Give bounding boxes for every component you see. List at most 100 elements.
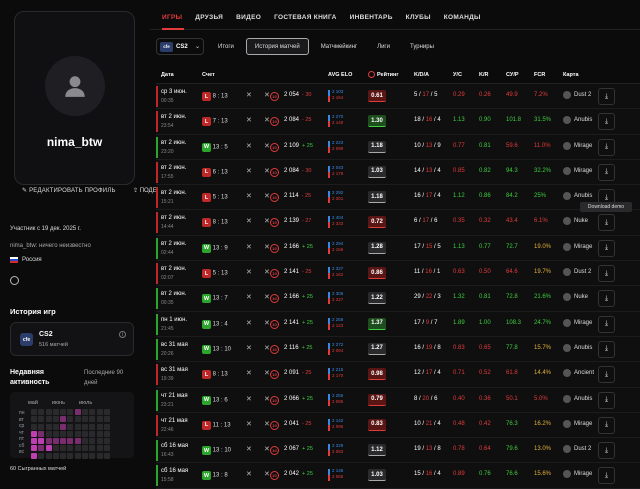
heatmap-cell[interactable] xyxy=(89,445,96,452)
heatmap-cell[interactable] xyxy=(38,438,45,445)
table-row[interactable]: вт 2 июн. 02:44 W 13 : 9 ✕ ✕ 10 2 166 + 2… xyxy=(156,235,640,262)
heatmap-cell[interactable] xyxy=(38,416,45,423)
download-demo-button[interactable]: ⤓ xyxy=(598,138,615,156)
table-row[interactable]: чт 21 мая 23:21 W 13 : 6 ✕ ✕ 10 2 066 + 2… xyxy=(156,387,640,413)
table-row[interactable]: вт 2 июн. 23:54 L 7 : 13 ✕ ✕ 10 2 084- 2… xyxy=(156,109,640,135)
heatmap-cell[interactable] xyxy=(74,445,81,452)
tab-games[interactable]: ИГРЫ xyxy=(162,14,183,21)
steam-icon[interactable] xyxy=(10,276,19,285)
heatmap-cell[interactable] xyxy=(31,416,37,423)
heatmap-cell[interactable] xyxy=(38,452,45,459)
heatmap-cell[interactable] xyxy=(60,423,67,430)
heatmap-cell[interactable] xyxy=(103,445,110,452)
download-demo-button[interactable]: ⤓ xyxy=(598,442,615,460)
subtab-summary[interactable]: Итоги xyxy=(218,43,234,50)
heatmap-cell[interactable] xyxy=(60,445,67,452)
table-row[interactable]: вт 2 июн. 02:07 L 5 : 13 ✕ ✕ 10 2 141- 2… xyxy=(156,261,640,287)
subtab-tournaments[interactable]: Турниры xyxy=(409,43,434,50)
download-demo-button[interactable]: ⤓ xyxy=(598,214,615,232)
download-demo-button[interactable]: ⤓ xyxy=(598,467,615,485)
tab-video[interactable]: ВИДЕО xyxy=(236,14,262,21)
heatmap-cell[interactable] xyxy=(38,409,45,415)
table-row[interactable]: вс 31 мая 20:26 W 13 : 10 ✕ ✕ 10 2 116 + … xyxy=(156,336,640,363)
download-demo-button[interactable]: ⤓ xyxy=(598,113,615,131)
table-row[interactable]: вт 2 июн. 15:21 L 5 : 13 ✕ ✕ 10 2 114- 2… xyxy=(156,185,640,211)
heatmap-cell[interactable] xyxy=(52,438,59,445)
tab-guestbook[interactable]: ГОСТЕВАЯ КНИГА xyxy=(274,14,337,21)
heatmap-cell[interactable] xyxy=(74,438,81,445)
download-demo-button[interactable]: ⤓ xyxy=(598,416,615,434)
heatmap-cell[interactable] xyxy=(52,452,59,459)
heatmap-cell[interactable] xyxy=(82,416,89,423)
avatar[interactable] xyxy=(45,56,105,116)
heatmap-cell[interactable] xyxy=(96,423,103,430)
heatmap-cell[interactable] xyxy=(67,416,74,423)
heatmap-cell[interactable] xyxy=(60,409,67,415)
heatmap-cell[interactable] xyxy=(45,438,52,445)
download-demo-button[interactable]: ⤓ xyxy=(598,88,615,105)
heatmap-cell[interactable] xyxy=(31,423,37,430)
heatmap-cell[interactable] xyxy=(103,409,110,415)
heatmap-cell[interactable] xyxy=(45,452,52,459)
heatmap-cell[interactable] xyxy=(45,445,52,452)
heatmap-cell[interactable] xyxy=(82,409,89,415)
table-row[interactable]: вт 2 июн. 14:44 L 8 : 13 ✕ ✕ 10 2 139- 2… xyxy=(156,210,640,236)
heatmap-cell[interactable] xyxy=(67,430,74,437)
heatmap-cell[interactable] xyxy=(89,430,96,437)
heatmap-cell[interactable] xyxy=(31,438,37,445)
download-demo-button[interactable]: ⤓ xyxy=(598,340,615,358)
download-demo-button[interactable]: ⤓ xyxy=(598,366,615,384)
heatmap-cell[interactable] xyxy=(103,452,110,459)
heatmap-cell[interactable] xyxy=(82,452,89,459)
info-icon[interactable]: i xyxy=(119,331,126,338)
heatmap-cell[interactable] xyxy=(45,416,52,423)
heatmap-cell[interactable] xyxy=(96,409,103,415)
heatmap-cell[interactable] xyxy=(89,438,96,445)
heatmap-cell[interactable] xyxy=(52,416,59,423)
tab-clubs[interactable]: КЛУБЫ xyxy=(405,14,431,21)
heatmap-cell[interactable] xyxy=(60,438,67,445)
heatmap-cell[interactable] xyxy=(82,438,89,445)
heatmap-cell[interactable] xyxy=(31,452,37,459)
heatmap-cell[interactable] xyxy=(82,423,89,430)
subtab-matchmaking[interactable]: Матчмейкинг xyxy=(320,43,358,50)
heatmap-cell[interactable] xyxy=(89,409,96,415)
heatmap-cell[interactable] xyxy=(67,452,74,459)
heatmap-cell[interactable] xyxy=(45,423,52,430)
game-card-cs2[interactable]: cfe CS2 516 матчей i xyxy=(10,322,134,356)
table-row[interactable]: ср 3 июн. 00:35 L 8 : 13 ✕ ✕ 10 2 054- 3… xyxy=(156,84,640,110)
edit-profile-button[interactable]: ✎ РЕДАКТИРОВАТЬ ПРОФИЛЬ xyxy=(22,187,116,194)
heatmap-cell[interactable] xyxy=(103,416,110,423)
heatmap-cell[interactable] xyxy=(60,430,67,437)
table-row[interactable]: вт 2 июн. 00:35 W 13 : 7 ✕ ✕ 10 2 166 + 2… xyxy=(156,286,640,312)
heatmap-cell[interactable] xyxy=(103,438,110,445)
download-demo-button[interactable]: ⤓ xyxy=(598,315,615,333)
heatmap-cell[interactable] xyxy=(89,452,96,459)
heatmap-cell[interactable] xyxy=(31,409,37,415)
heatmap-cell[interactable] xyxy=(67,423,74,430)
heatmap-cell[interactable] xyxy=(74,430,81,437)
heatmap-cell[interactable] xyxy=(96,430,103,437)
heatmap-cell[interactable] xyxy=(96,445,103,452)
heatmap-cell[interactable] xyxy=(60,416,67,423)
table-row[interactable]: сб 16 мая 16:43 W 13 : 10 ✕ ✕ 10 2 067 + … xyxy=(156,438,640,464)
heatmap-cell[interactable] xyxy=(38,445,45,452)
heatmap-cell[interactable] xyxy=(45,430,52,437)
heatmap-cell[interactable] xyxy=(74,409,81,415)
subtab-leagues[interactable]: Лиги xyxy=(377,43,390,50)
heatmap-cell[interactable] xyxy=(52,409,59,415)
table-row[interactable]: сб 16 мая 15:58 W 13 : 8 ✕ ✕ 10 2 042 + 2… xyxy=(156,463,640,489)
download-demo-button[interactable]: ⤓ xyxy=(598,163,615,181)
heatmap-cell[interactable] xyxy=(38,430,45,437)
heatmap-cell[interactable] xyxy=(60,452,67,459)
subtab-match-history[interactable]: История матчей xyxy=(245,38,309,55)
download-demo-button[interactable]: ⤓ xyxy=(598,391,615,409)
heatmap-cell[interactable] xyxy=(82,445,89,452)
heatmap-cell[interactable] xyxy=(52,430,59,437)
tab-friends[interactable]: ДРУЗЬЯ xyxy=(195,14,224,21)
heatmap-cell[interactable] xyxy=(96,438,103,445)
heatmap-cell[interactable] xyxy=(52,423,59,430)
tab-inventory[interactable]: ИНВЕНТАРЬ xyxy=(349,14,393,21)
tab-teams[interactable]: КОМАНДЫ xyxy=(443,14,481,21)
heatmap-cell[interactable] xyxy=(67,409,74,415)
